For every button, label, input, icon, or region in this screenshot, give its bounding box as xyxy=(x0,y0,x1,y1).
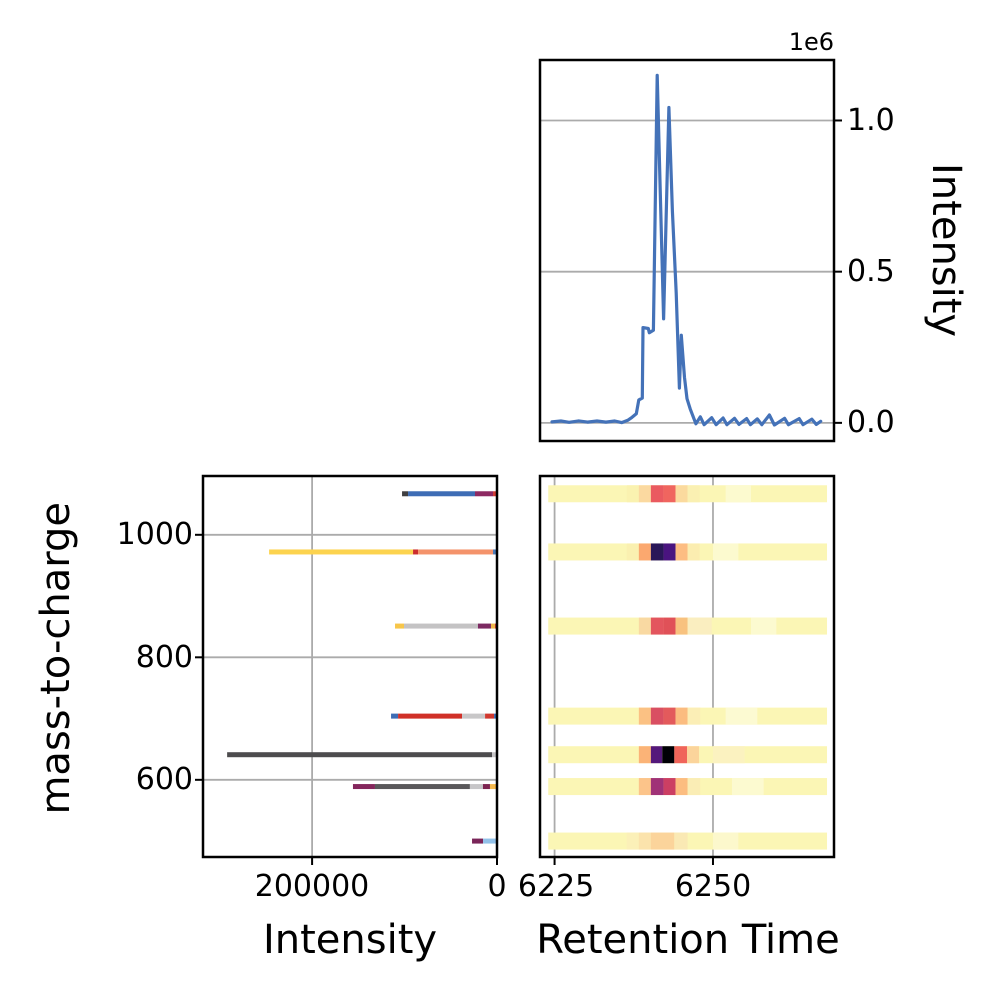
heatmap-cell xyxy=(638,746,651,764)
bar-segment xyxy=(469,784,483,790)
bar-spine xyxy=(201,474,499,859)
heatmap-cell xyxy=(663,617,676,635)
heatmap-cell xyxy=(687,485,700,503)
heatmap-cell xyxy=(725,707,758,725)
heatmap-cell xyxy=(638,543,651,561)
heatmap-cell xyxy=(638,617,651,635)
heatmap-panel xyxy=(540,476,834,857)
heatmap-cell xyxy=(650,543,664,561)
heatmap-cell xyxy=(663,707,676,725)
bar-segment xyxy=(352,784,375,790)
heatmap-cell xyxy=(650,832,675,850)
heatmap-cell xyxy=(687,746,700,764)
bar-segment xyxy=(398,713,463,719)
chromatogram-panel xyxy=(540,60,834,441)
heatmap-cell xyxy=(638,707,651,725)
right-xtick-6250: 6250 xyxy=(674,869,752,904)
right-xlabel-retention-time: Retention Time xyxy=(536,917,840,963)
heatmap-cell xyxy=(712,746,745,764)
heatmap-cell xyxy=(687,778,701,796)
heatmap-cell xyxy=(663,778,676,796)
heatmap-cell xyxy=(731,778,764,796)
heatmap-cell xyxy=(687,707,701,725)
bar-segment xyxy=(227,752,493,758)
bar-segment xyxy=(418,549,494,555)
bar-segment xyxy=(472,838,484,844)
bar-segment xyxy=(374,784,470,790)
bar-segment xyxy=(402,491,409,497)
heatmap-cell xyxy=(662,746,675,764)
bar-segment xyxy=(483,838,497,844)
bar-segment xyxy=(482,784,490,790)
heatmap-cell xyxy=(650,485,664,503)
heatmap-cell xyxy=(750,617,777,635)
bar-segment xyxy=(492,752,497,758)
bar-segment xyxy=(489,784,497,790)
heatmap-cell xyxy=(675,707,688,725)
bar-segment xyxy=(391,713,399,719)
left-ytick-1000: 1000 xyxy=(116,517,193,552)
top-ytick-0.5: 0.5 xyxy=(847,254,895,289)
left-ylabel-mass-to-charge: mass-to-charge xyxy=(33,502,79,815)
top-axis-offset-text: 1e6 xyxy=(788,28,834,56)
top-ytick-1.0: 1.0 xyxy=(847,103,895,138)
heatmap-cell xyxy=(638,832,651,850)
heatmap-cell xyxy=(626,485,639,503)
bar-segment xyxy=(493,491,497,497)
left-xlabel-intensity: Intensity xyxy=(262,917,438,963)
heatmap-cell xyxy=(650,617,664,635)
heatmap-cell xyxy=(712,832,739,850)
heatmap-cell xyxy=(675,543,688,561)
bar-segment xyxy=(269,549,414,555)
top-ylabel-intensity: Intensity xyxy=(923,163,969,338)
heatmap-cell xyxy=(638,485,651,503)
heatmap-spine xyxy=(538,474,836,859)
left-xtick-200000: 200000 xyxy=(254,869,370,904)
heatmap-cell xyxy=(626,832,639,850)
right-xtick-6225: 6225 xyxy=(517,869,595,904)
bar-segment xyxy=(477,623,491,629)
heatmap-cell xyxy=(675,617,688,635)
heatmap-cell xyxy=(638,778,651,796)
bar-segment xyxy=(474,491,494,497)
heatmap-cell xyxy=(687,617,712,635)
heatmap-cell xyxy=(712,543,739,561)
bar-segment xyxy=(490,623,495,629)
heatmap-cell xyxy=(725,485,751,503)
heatmap-cell xyxy=(650,778,664,796)
heatmap-cell xyxy=(687,543,700,561)
chromatogram-spine xyxy=(538,58,836,443)
top-ytick-0.0: 0.0 xyxy=(847,405,895,440)
bar-segment xyxy=(395,623,404,629)
bar-panel xyxy=(203,476,497,857)
left-xtick-0: 0 xyxy=(487,869,507,904)
left-ytick-600: 600 xyxy=(135,762,193,797)
heatmap-cell xyxy=(626,543,639,561)
heatmap-cell xyxy=(675,485,688,503)
bar-segment xyxy=(462,713,486,719)
heatmap-cell xyxy=(650,746,663,764)
bar-segment xyxy=(494,713,497,719)
heatmap-cell xyxy=(663,485,676,503)
bar-segment xyxy=(413,549,419,555)
chromatogram-line xyxy=(550,73,823,427)
heatmap-cell xyxy=(650,707,664,725)
heatmap-cell xyxy=(663,543,676,561)
bar-segment xyxy=(493,549,497,555)
heatmap-cell xyxy=(674,746,687,764)
bar-segment xyxy=(408,491,475,497)
bar-segment xyxy=(485,713,495,719)
bar-segment xyxy=(403,623,478,629)
heatmap-cell xyxy=(674,832,688,850)
heatmap-cell xyxy=(675,778,688,796)
left-ytick-800: 800 xyxy=(135,640,193,675)
